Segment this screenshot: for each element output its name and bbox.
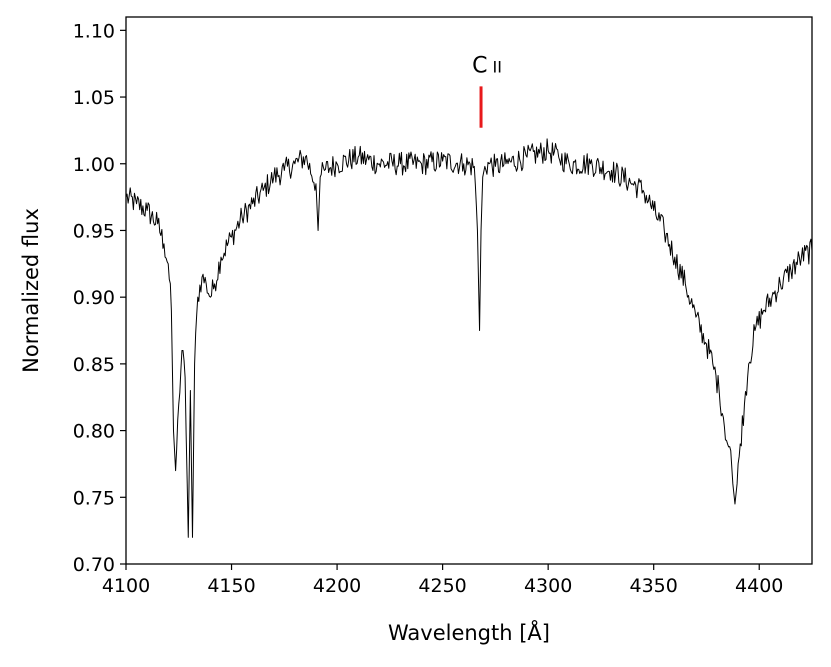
x-tick-label: 4400: [735, 575, 783, 597]
annotation-label-main: C: [472, 53, 487, 78]
y-tick-label: 0.95: [73, 220, 115, 242]
y-tick-label: 1.00: [73, 154, 115, 176]
x-tick-label: 4100: [102, 575, 150, 597]
plot-frame: [125, 16, 813, 565]
spectrum-line: [125, 138, 813, 538]
y-tick-label: 1.10: [73, 20, 115, 42]
y-tick-label: 0.85: [73, 354, 115, 376]
y-axis-label: Normalized flux: [19, 208, 43, 373]
x-tick-label: 4200: [313, 575, 361, 597]
x-tick-label: 4350: [630, 575, 678, 597]
x-axis-ticks: 4100 4150 4200 4250 4300 4350 4400: [102, 564, 783, 597]
x-axis-label: Wavelength [Å]: [388, 619, 550, 645]
y-axis-ticks: 0.70 0.75 0.80 0.85 0.90 0.95 1.00 1.05 1.10: [73, 20, 126, 576]
x-tick-label: 4300: [524, 575, 572, 597]
series-layer: [125, 138, 813, 538]
y-tick-label: 1.05: [73, 87, 115, 109]
y-tick-label: 0.70: [73, 554, 115, 576]
x-tick-label: 4150: [207, 575, 255, 597]
y-tick-label: 0.90: [73, 287, 115, 309]
y-tick-label: 0.80: [73, 421, 115, 443]
y-tick-label: 0.75: [73, 487, 115, 509]
annotation-label-sub: II: [493, 57, 502, 76]
annotation-label: C II: [472, 53, 502, 78]
annotation-layer: C II: [472, 53, 502, 128]
x-tick-label: 4250: [418, 575, 466, 597]
